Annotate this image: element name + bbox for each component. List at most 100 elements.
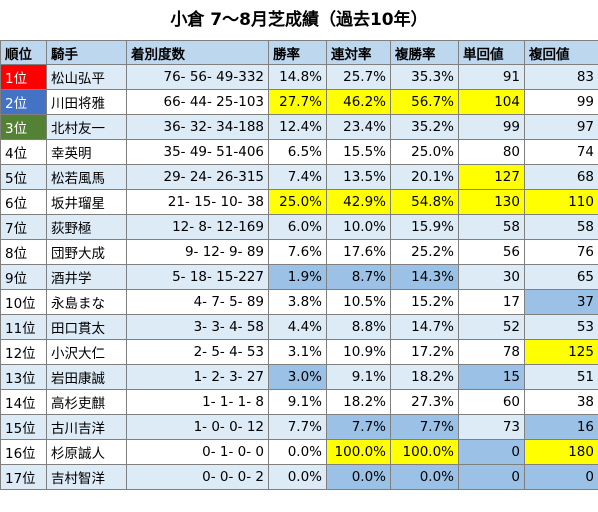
- row-top3-rate: 15.2%: [390, 289, 459, 315]
- row-record: 1- 2- 3- 27: [126, 364, 269, 390]
- row-top3-rate: 54.8%: [390, 189, 459, 215]
- row-rank: 14位: [0, 389, 47, 415]
- row-win-rate: 4.4%: [268, 314, 327, 340]
- table-row: 13位 岩田康誠 1- 2- 3- 27 3.0% 9.1% 18.2% 15 51: [0, 364, 598, 390]
- table-row: 11位 田口貫太 3- 3- 4- 58 4.4% 8.8% 14.7% 52 53: [0, 314, 598, 340]
- row-rank: 11位: [0, 314, 47, 340]
- row-jockey: 小沢大仁: [46, 339, 127, 365]
- row-place-return: 110: [524, 189, 598, 215]
- row-record: 1- 0- 0- 12: [126, 414, 269, 440]
- row-top3-rate: 20.1%: [390, 164, 459, 190]
- row-win-return: 99: [458, 114, 525, 140]
- row-rank: 9位: [0, 264, 47, 290]
- row-record: 76- 56- 49-332: [126, 64, 269, 90]
- header-win-rate: 勝率: [268, 40, 327, 65]
- row-jockey: 幸英明: [46, 139, 127, 165]
- row-top2-rate: 10.5%: [326, 289, 391, 315]
- row-top3-rate: 18.2%: [390, 364, 459, 390]
- header-top2-rate: 連対率: [326, 40, 391, 65]
- row-rank: 5位: [0, 164, 47, 190]
- row-win-rate: 3.0%: [268, 364, 327, 390]
- row-place-return: 99: [524, 89, 598, 115]
- row-jockey: 川田将雅: [46, 89, 127, 115]
- row-record: 35- 49- 51-406: [126, 139, 269, 165]
- row-win-rate: 7.7%: [268, 414, 327, 440]
- row-record: 5- 18- 15-227: [126, 264, 269, 290]
- row-rank: 13位: [0, 364, 47, 390]
- row-place-return: 97: [524, 114, 598, 140]
- row-top3-rate: 14.3%: [390, 264, 459, 290]
- row-win-return: 73: [458, 414, 525, 440]
- row-place-return: 38: [524, 389, 598, 415]
- row-place-return: 65: [524, 264, 598, 290]
- table-row: 12位 小沢大仁 2- 5- 4- 53 3.1% 10.9% 17.2% 78 125: [0, 339, 598, 365]
- row-jockey: 荻野極: [46, 214, 127, 240]
- row-win-rate: 6.0%: [268, 214, 327, 240]
- table-row: 14位 高杉吏麒 1- 1- 1- 8 9.1% 18.2% 27.3% 60 38: [0, 389, 598, 415]
- row-place-return: 37: [524, 289, 598, 315]
- row-record: 66- 44- 25-103: [126, 89, 269, 115]
- row-top2-rate: 8.8%: [326, 314, 391, 340]
- row-place-return: 51: [524, 364, 598, 390]
- row-top3-rate: 27.3%: [390, 389, 459, 415]
- row-top3-rate: 17.2%: [390, 339, 459, 365]
- row-place-return: 74: [524, 139, 598, 165]
- row-rank: 6位: [0, 189, 47, 215]
- row-top3-rate: 35.3%: [390, 64, 459, 90]
- row-win-rate: 7.4%: [268, 164, 327, 190]
- row-win-rate: 27.7%: [268, 89, 327, 115]
- row-rank: 3位: [0, 114, 47, 140]
- table-row: 5位 松若風馬 29- 24- 26-315 7.4% 13.5% 20.1% 127 68: [0, 164, 598, 190]
- row-win-rate: 3.1%: [268, 339, 327, 365]
- row-top2-rate: 10.9%: [326, 339, 391, 365]
- row-win-return: 58: [458, 214, 525, 240]
- row-win-rate: 6.5%: [268, 139, 327, 165]
- row-jockey: 北村友一: [46, 114, 127, 140]
- row-place-return: 0: [524, 464, 598, 490]
- row-place-return: 180: [524, 439, 598, 465]
- row-top2-rate: 23.4%: [326, 114, 391, 140]
- row-record: 12- 8- 12-169: [126, 214, 269, 240]
- row-win-return: 0: [458, 439, 525, 465]
- row-jockey: 高杉吏麒: [46, 389, 127, 415]
- row-top2-rate: 15.5%: [326, 139, 391, 165]
- row-top2-rate: 0.0%: [326, 464, 391, 490]
- row-win-rate: 7.6%: [268, 239, 327, 265]
- row-jockey: 松若風馬: [46, 164, 127, 190]
- table-row: 4位 幸英明 35- 49- 51-406 6.5% 15.5% 25.0% 80 74: [0, 139, 598, 165]
- table-row: 6位 坂井瑠星 21- 15- 10- 38 25.0% 42.9% 54.8% 130 11…: [0, 189, 598, 215]
- row-record: 29- 24- 26-315: [126, 164, 269, 190]
- row-record: 0- 1- 0- 0: [126, 439, 269, 465]
- row-record: 36- 32- 34-188: [126, 114, 269, 140]
- row-rank: 15位: [0, 414, 47, 440]
- row-top2-rate: 17.6%: [326, 239, 391, 265]
- row-rank: 16位: [0, 439, 47, 465]
- row-win-return: 0: [458, 464, 525, 490]
- row-record: 0- 0- 0- 2: [126, 464, 269, 490]
- row-top3-rate: 100.0%: [390, 439, 459, 465]
- row-top3-rate: 25.0%: [390, 139, 459, 165]
- row-record: 9- 12- 9- 89: [126, 239, 269, 265]
- row-top2-rate: 18.2%: [326, 389, 391, 415]
- row-top3-rate: 25.2%: [390, 239, 459, 265]
- row-record: 4- 7- 5- 89: [126, 289, 269, 315]
- header-row: 順位 騎手 着別度数 勝率 連対率 複勝率 単回値 複回値: [0, 40, 598, 65]
- row-top2-rate: 7.7%: [326, 414, 391, 440]
- row-jockey: 永島まな: [46, 289, 127, 315]
- row-record: 2- 5- 4- 53: [126, 339, 269, 365]
- row-win-rate: 0.0%: [268, 439, 327, 465]
- row-rank: 8位: [0, 239, 47, 265]
- row-rank: 2位: [0, 89, 47, 115]
- row-rank: 17位: [0, 464, 47, 490]
- row-record: 1- 1- 1- 8: [126, 389, 269, 415]
- row-win-return: 80: [458, 139, 525, 165]
- row-win-return: 91: [458, 64, 525, 90]
- row-top2-rate: 25.7%: [326, 64, 391, 90]
- row-top2-rate: 8.7%: [326, 264, 391, 290]
- row-top2-rate: 100.0%: [326, 439, 391, 465]
- table-row: 2位 川田将雅 66- 44- 25-103 27.7% 46.2% 56.7% 104 99: [0, 89, 598, 115]
- row-top3-rate: 0.0%: [390, 464, 459, 490]
- row-record: 3- 3- 4- 58: [126, 314, 269, 340]
- table-row: 9位 酒井学 5- 18- 15-227 1.9% 8.7% 14.3% 30 65: [0, 264, 598, 290]
